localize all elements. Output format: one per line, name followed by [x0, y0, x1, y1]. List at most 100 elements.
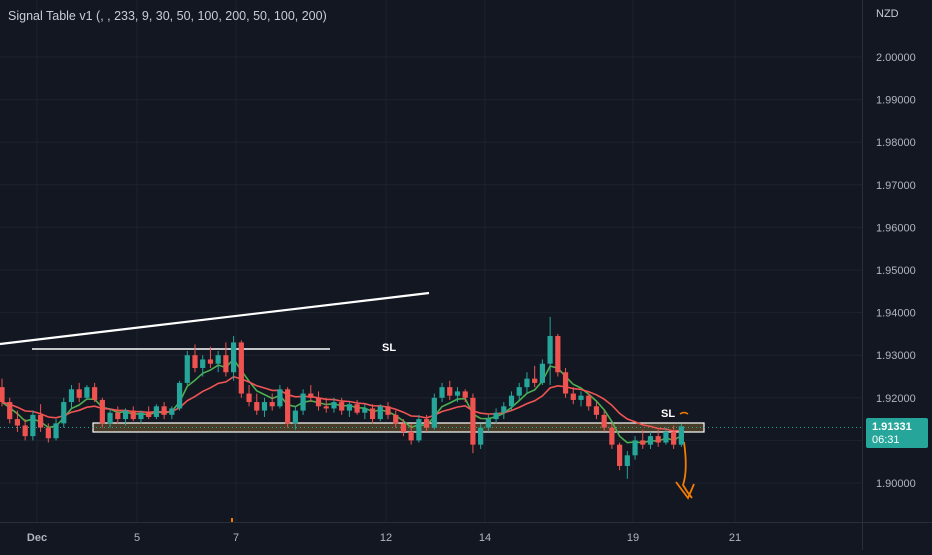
candle-body: [532, 378, 538, 383]
candle-body: [107, 412, 113, 424]
candle: [431, 393, 437, 430]
candle-body: [0, 387, 5, 403]
candle: [231, 336, 237, 381]
sl-mark: [679, 411, 689, 415]
candle-body: [200, 359, 206, 368]
candle-body: [424, 419, 430, 428]
candle-body: [30, 414, 36, 437]
candle: [578, 391, 584, 407]
candle-body: [493, 412, 499, 420]
candle: [362, 404, 368, 420]
candle: [416, 414, 422, 443]
candle: [14, 410, 21, 432]
candle-body: [45, 427, 51, 439]
candle-body: [539, 363, 545, 383]
sl-label-right: SL: [661, 408, 675, 420]
candle-body: [176, 382, 183, 409]
candle-body: [115, 412, 121, 420]
candle-body: [315, 397, 322, 407]
candle: [663, 427, 669, 445]
candle-body: [246, 393, 252, 403]
candle: [501, 402, 507, 420]
candle: [617, 442, 623, 471]
candle-body: [169, 408, 175, 415]
candle: [269, 393, 275, 411]
time-tick-label: 5: [134, 532, 140, 544]
candle: [38, 404, 44, 432]
time-tick-label: 14: [479, 532, 491, 544]
candle-body: [53, 423, 59, 439]
candle: [76, 382, 82, 403]
price-tick-label: 1.98000: [876, 137, 916, 149]
price-tick-label: 1.90000: [876, 478, 916, 490]
candle-body: [439, 387, 445, 398]
time-tick-label: 7: [233, 532, 239, 544]
candle: [122, 408, 129, 426]
candle-body: [570, 393, 576, 400]
candle: [586, 393, 592, 411]
candle-body: [663, 431, 669, 443]
candle: [354, 399, 360, 415]
candle-body: [68, 389, 75, 403]
candle: [246, 385, 252, 407]
candle-body: [447, 387, 453, 396]
candle: [161, 402, 167, 420]
candle: [331, 397, 337, 413]
down-arrow-head: [675, 481, 695, 500]
candle-body: [454, 391, 461, 396]
candles: [0, 316, 684, 479]
candle: [385, 402, 391, 420]
candle-body: [562, 372, 569, 394]
candle-body: [300, 393, 306, 411]
candle-body: [617, 444, 623, 466]
candle-body: [516, 387, 522, 396]
candle-body: [215, 355, 221, 364]
candle-body: [22, 425, 28, 437]
candle: [107, 408, 113, 428]
candle: [508, 391, 515, 411]
sl-label-left: SL: [382, 342, 396, 354]
candle-body: [122, 410, 129, 420]
currency-label[interactable]: NZD: [876, 8, 899, 20]
candle: [61, 397, 67, 428]
candle-body: [485, 419, 491, 428]
candle-body: [223, 355, 229, 373]
price-tick-label: 1.96000: [876, 222, 916, 234]
candle: [369, 404, 376, 424]
candle-body: [647, 436, 654, 445]
candle: [146, 406, 152, 420]
candle: [300, 389, 306, 415]
candle-body: [346, 404, 352, 411]
candle-body: [678, 426, 684, 445]
candle: [493, 408, 499, 424]
candle-body: [632, 440, 638, 456]
candle-body: [130, 410, 136, 420]
candle-body: [578, 395, 584, 400]
candle-body: [277, 389, 283, 407]
candle-body: [161, 406, 167, 415]
candle-body: [462, 391, 468, 398]
candle: [285, 387, 291, 428]
candle: [22, 419, 28, 441]
candle-body: [331, 402, 337, 409]
candle-body: [586, 395, 592, 407]
candle: [447, 380, 453, 400]
candle: [215, 350, 221, 373]
candle-body: [261, 402, 268, 411]
price-tick-label: 1.92000: [876, 393, 916, 405]
price-tick-label: 1.93000: [876, 350, 916, 362]
candle-body: [416, 419, 422, 441]
candle: [624, 451, 630, 479]
candle: [7, 397, 13, 424]
candle: [308, 385, 314, 403]
candle-body: [671, 431, 677, 445]
candle-body: [601, 414, 607, 428]
candle: [400, 419, 407, 437]
candle-body: [254, 402, 260, 411]
candle: [408, 423, 414, 445]
candle: [254, 393, 260, 415]
candle: [647, 431, 654, 449]
